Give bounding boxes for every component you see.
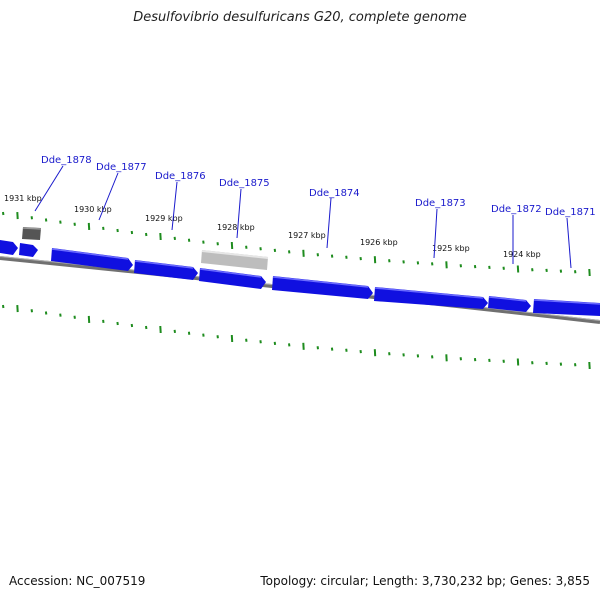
gene-label-dde-1874[interactable]: Dde_1874	[309, 188, 360, 199]
leader-line	[98, 172, 119, 221]
leader-line	[236, 188, 242, 239]
leader-line	[171, 181, 178, 231]
gene-shine	[201, 250, 269, 259]
gene-arrow[interactable]	[272, 276, 373, 299]
gene-shine	[22, 227, 42, 230]
gene-arrow[interactable]	[199, 268, 266, 289]
leader-line	[326, 197, 332, 249]
gene-arrow[interactable]	[0, 240, 18, 255]
scale-labels: 1931 kbp 1930 kbp 1929 kbp 1928 kbp 1927…	[4, 194, 541, 259]
gene-label-dde-1878[interactable]: Dde_1878	[41, 155, 92, 166]
map-title: Desulfovibrio desulfuricans G20, complet…	[133, 10, 467, 25]
leader-line	[34, 165, 64, 212]
scale-ticks-lower	[2, 304, 591, 370]
gene-label-dde-1873[interactable]: Dde_1873	[415, 198, 466, 209]
scale-label: 1926 kbp	[360, 238, 398, 247]
accession-text: Accession: NC_007519	[9, 574, 146, 588]
gene-arrow[interactable]	[134, 260, 198, 280]
gene-shine	[488, 296, 527, 302]
gene-label-dde-1876[interactable]: Dde_1876	[155, 171, 206, 182]
gene-label-dde-1877[interactable]: Dde_1877	[96, 162, 147, 173]
gene-shine	[272, 276, 369, 288]
scale-ticks-upper	[2, 211, 591, 277]
gene-arrow[interactable]	[19, 243, 38, 257]
scale-label: 1924 kbp	[503, 250, 541, 259]
rna-gene-block[interactable]	[22, 227, 41, 240]
scale-label: 1929 kbp	[145, 214, 183, 223]
leader-line	[433, 208, 438, 259]
gene-label-dde-1871[interactable]: Dde_1871	[545, 207, 596, 218]
gene-labels[interactable]: Dde_1878 Dde_1877 Dde_1876 Dde_1875 Dde_…	[41, 155, 596, 218]
scale-label: 1925 kbp	[432, 244, 470, 253]
pseudogene-block[interactable]	[201, 250, 268, 270]
gene-label-dde-1872[interactable]: Dde_1872	[491, 204, 542, 215]
gene-shine	[199, 268, 262, 278]
gene-label-dde-1875[interactable]: Dde_1875	[219, 178, 270, 189]
scale-label: 1930 kbp	[74, 205, 112, 214]
gene-arrow[interactable]	[51, 248, 133, 271]
gene-shine	[51, 248, 129, 260]
scale-label: 1928 kbp	[217, 223, 255, 232]
gene-label-leaders	[34, 165, 572, 269]
gene-features[interactable]	[0, 227, 600, 316]
scale-label: 1927 kbp	[288, 231, 326, 240]
leader-line	[566, 217, 572, 269]
gene-shine	[134, 260, 194, 269]
gene-arrow[interactable]	[374, 287, 488, 309]
gene-shine	[533, 299, 600, 305]
gene-shine	[374, 287, 484, 299]
genome-summary-text: Topology: circular; Length: 3,730,232 bp…	[260, 574, 590, 588]
scale-label: 1931 kbp	[4, 194, 42, 203]
